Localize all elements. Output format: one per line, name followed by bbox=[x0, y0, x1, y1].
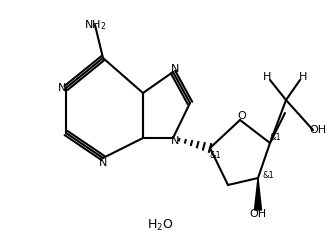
Text: O: O bbox=[238, 111, 246, 121]
Text: OH: OH bbox=[249, 209, 266, 219]
Text: N: N bbox=[99, 158, 107, 168]
Text: N: N bbox=[58, 83, 66, 93]
Text: N: N bbox=[171, 64, 179, 74]
Text: OH: OH bbox=[309, 125, 327, 135]
Text: N: N bbox=[171, 136, 179, 146]
Text: H: H bbox=[263, 72, 271, 82]
Text: &1: &1 bbox=[262, 170, 274, 180]
Text: &1: &1 bbox=[269, 134, 281, 142]
Text: &1: &1 bbox=[209, 152, 221, 160]
Text: NH$_2$: NH$_2$ bbox=[84, 18, 106, 32]
Polygon shape bbox=[254, 178, 261, 210]
Text: H$_2$O: H$_2$O bbox=[147, 217, 173, 232]
Text: H: H bbox=[299, 72, 307, 82]
